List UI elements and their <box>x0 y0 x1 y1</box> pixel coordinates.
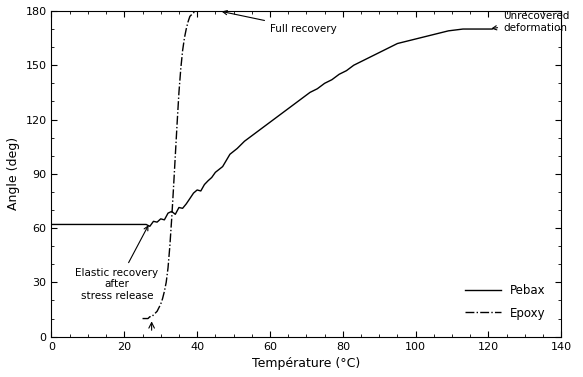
Epoxy <box>185 20 192 24</box>
Pebax <box>459 27 466 31</box>
Epoxy <box>197 9 204 13</box>
Epoxy <box>146 314 153 319</box>
Epoxy <box>145 316 152 321</box>
X-axis label: Température (°C): Température (°C) <box>252 357 360 370</box>
Epoxy <box>172 153 179 158</box>
Pebax <box>416 36 423 40</box>
Epoxy <box>192 9 199 14</box>
Epoxy <box>201 9 208 13</box>
Epoxy <box>153 309 160 314</box>
Pebax <box>146 224 153 228</box>
Text: Full recovery: Full recovery <box>223 11 337 34</box>
Epoxy <box>194 9 201 13</box>
Epoxy <box>159 296 166 301</box>
Y-axis label: Angle (deg): Angle (deg) <box>7 137 20 210</box>
Epoxy <box>219 9 226 13</box>
Epoxy <box>174 121 181 126</box>
Pebax <box>48 222 55 227</box>
Epoxy <box>156 305 163 310</box>
Pebax <box>430 32 437 37</box>
Epoxy <box>216 9 223 13</box>
Line: Pebax: Pebax <box>51 29 492 226</box>
Text: Unrecovered
deformation: Unrecovered deformation <box>493 11 570 32</box>
Epoxy <box>223 9 230 13</box>
Epoxy <box>161 289 168 294</box>
Epoxy <box>163 280 170 285</box>
Epoxy <box>164 266 171 270</box>
Pebax <box>182 202 189 206</box>
Epoxy <box>157 302 164 307</box>
Pebax <box>489 27 496 31</box>
Epoxy <box>170 186 177 190</box>
Epoxy <box>175 90 182 95</box>
Epoxy <box>212 9 219 13</box>
Epoxy <box>148 314 155 319</box>
Epoxy <box>182 27 189 31</box>
Epoxy <box>177 67 184 71</box>
Epoxy <box>141 316 148 321</box>
Epoxy <box>150 313 157 317</box>
Epoxy <box>188 12 195 17</box>
Text: Elastic recovery
after
stress release: Elastic recovery after stress release <box>75 226 159 301</box>
Epoxy <box>168 217 175 221</box>
Epoxy <box>190 11 197 15</box>
Epoxy <box>152 311 159 316</box>
Epoxy <box>143 316 150 321</box>
Epoxy <box>187 14 194 18</box>
Pebax <box>153 220 160 224</box>
Legend: Pebax, Epoxy: Pebax, Epoxy <box>461 279 550 324</box>
Epoxy <box>139 316 146 321</box>
Epoxy <box>179 49 186 53</box>
Epoxy <box>208 9 215 13</box>
Line: Epoxy: Epoxy <box>142 11 226 319</box>
Pebax <box>241 139 248 144</box>
Pebax <box>452 28 459 32</box>
Epoxy <box>205 9 212 13</box>
Epoxy <box>166 244 173 248</box>
Epoxy <box>181 36 188 40</box>
